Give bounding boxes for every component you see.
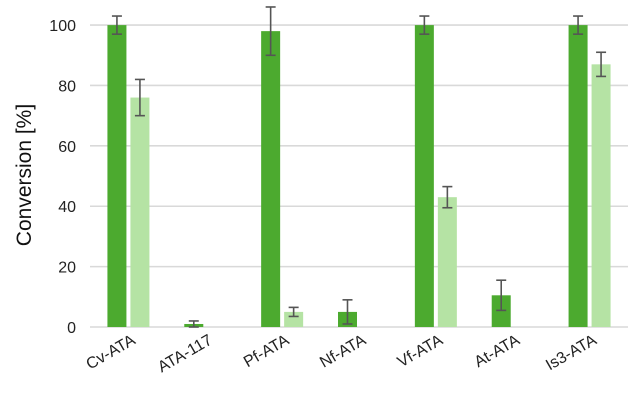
y-tick-label: 100 bbox=[49, 18, 76, 35]
x-category-label: Is3-ATA bbox=[543, 332, 600, 375]
x-category-label: Nf-ATA bbox=[317, 332, 369, 372]
error-bar bbox=[288, 306, 299, 318]
y-tick-label: 80 bbox=[58, 78, 76, 95]
bar bbox=[437, 197, 457, 327]
error-bar bbox=[111, 15, 122, 35]
error-bar bbox=[596, 51, 607, 78]
error-bar bbox=[265, 6, 276, 57]
bar bbox=[107, 25, 127, 327]
x-category-label: ATA-117 bbox=[155, 332, 215, 377]
bars bbox=[107, 25, 611, 328]
bar bbox=[568, 25, 588, 327]
y-axis-ticks: 0 20 40 60 80 100 bbox=[49, 18, 76, 337]
error-bar bbox=[188, 320, 199, 328]
error-bar bbox=[573, 15, 584, 35]
bar bbox=[414, 25, 434, 327]
bar bbox=[130, 97, 150, 327]
bar bbox=[591, 64, 611, 327]
y-axis-title: Conversion [%] bbox=[13, 104, 36, 246]
y-tick-label: 0 bbox=[67, 320, 76, 337]
error-bar bbox=[342, 299, 353, 325]
x-category-label: Cv-ATA bbox=[83, 332, 138, 374]
error-bar bbox=[419, 15, 430, 35]
x-category-label: At-ATA bbox=[472, 332, 523, 371]
x-category-label: Vf-ATA bbox=[395, 332, 446, 371]
error-bars bbox=[111, 6, 607, 328]
x-category-label: Pf-ATA bbox=[241, 332, 292, 371]
error-bar bbox=[442, 185, 453, 209]
y-tick-label: 60 bbox=[58, 139, 76, 156]
y-tick-label: 40 bbox=[58, 199, 76, 216]
bar bbox=[261, 31, 281, 328]
gridlines bbox=[90, 24, 628, 328]
error-bar bbox=[496, 279, 507, 312]
x-axis-categories: Cv-ATA ATA-117 Pf-ATA Nf-ATA Vf-ATA At-ATA Is3… bbox=[83, 332, 599, 377]
y-tick-label: 20 bbox=[58, 260, 76, 277]
error-bar bbox=[134, 78, 145, 117]
